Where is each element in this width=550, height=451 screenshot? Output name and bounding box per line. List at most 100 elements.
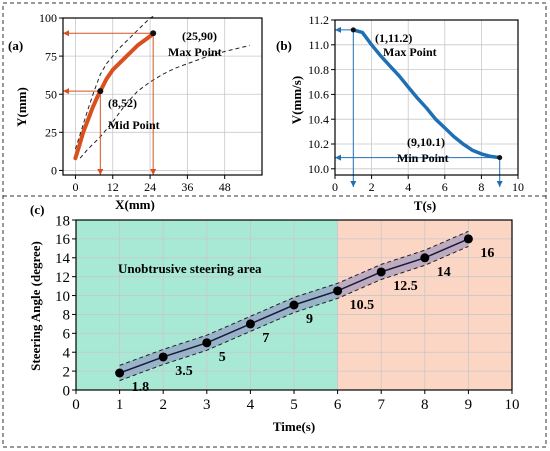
panel-b-xtick-label: 8 — [478, 180, 484, 194]
panel-a-max-label: Max Point — [168, 45, 222, 59]
panel-b-ytick-label: 11.2 — [308, 13, 329, 27]
panel-b-point — [497, 155, 503, 161]
panel-b-tag: (b) — [276, 38, 292, 53]
panel-a-ylabel: Y(mm) — [14, 87, 29, 127]
panel-c-ytick-label: 2 — [63, 364, 71, 380]
panel-a-series-line — [73, 31, 156, 161]
panel-a-max-coord: (25,90) — [182, 29, 217, 43]
panel-b-ytick-label: 10.0 — [308, 162, 329, 176]
panel-a-mid-coord: (8,52) — [108, 96, 137, 110]
panel-a-mid-label: Mid Point — [108, 118, 160, 132]
panel-a-xtick-label: 24 — [144, 180, 156, 194]
panel-c-ytick-label: 14 — [55, 251, 71, 267]
panel-b-xtick-label: 6 — [442, 180, 448, 194]
panel-c-data-label: 14 — [437, 265, 451, 280]
panel-c-ytick-label: 8 — [63, 308, 71, 324]
panel-a-plot-area — [63, 18, 262, 175]
panel-a-arrow-y — [63, 88, 69, 95]
panel-b: (b) 0 2 4 6 8 1010.010.210.410.610.811.011.2 … — [276, 13, 524, 213]
panel-c-point — [420, 253, 430, 263]
panel-c-point — [376, 267, 386, 277]
panel-a-ytick-label: 100 — [39, 11, 57, 25]
panel-b-series-line — [351, 28, 502, 160]
panel-c-data-label: 10.5 — [350, 298, 375, 313]
panel-c-ytick-label: 16 — [55, 232, 71, 248]
panel-c-xtick-label: 3 — [203, 397, 211, 413]
panel-b-ytick-label: 10.2 — [308, 137, 329, 151]
panel-b-arrow-y — [335, 154, 341, 161]
panel-a: (a) 0 12 24 36 48 0 25 50 75 100 X(mm) Y(mm) (25,… — [8, 11, 263, 212]
panel-c-xtick-label: 6 — [334, 397, 342, 413]
panel-a-ytick-label: 75 — [45, 49, 57, 63]
panel-b-xtick-label: 2 — [369, 180, 375, 194]
panel-a-plot: 0 12 24 36 48 0 25 50 75 100 — [39, 11, 263, 194]
panel-c-point — [115, 368, 125, 378]
panel-a-ytick-label: 25 — [45, 126, 57, 140]
panel-a-arrow-y — [63, 30, 69, 37]
panel-c-region-label: Unobtrusive steering area — [118, 261, 262, 276]
panel-b-arrow-x — [496, 181, 503, 187]
panel-b-min-coord: (9,10.1) — [407, 135, 445, 149]
panel-c-point — [289, 300, 299, 310]
panel-c-xtick-label: 10 — [505, 397, 520, 413]
panel-a-ytick-label: 0 — [51, 164, 57, 178]
panel-c-ytick-label: 0 — [63, 383, 71, 399]
panel-c-xtick-label: 4 — [247, 397, 255, 413]
panel-c-data-label: 7 — [262, 331, 269, 346]
panel-a-xtick-label: 0 — [72, 180, 78, 194]
panel-b-ytick-label: 11.0 — [308, 38, 329, 52]
panel-a-ytick-label: 50 — [45, 87, 57, 101]
panel-b-ytick-label: 10.4 — [308, 112, 329, 126]
panel-c-xtick-label: 7 — [377, 397, 385, 413]
panel-a-arrow-x — [150, 169, 157, 175]
panel-c-point — [463, 234, 473, 244]
panel-c-data-label: 16 — [480, 246, 494, 261]
panel-c-data-label: 5 — [219, 350, 226, 365]
panel-c-band-lower — [119, 245, 469, 382]
panel-b-xtick-label: 0 — [332, 180, 338, 194]
panel-c-ytick-label: 6 — [63, 327, 71, 343]
panel-c-xtick-label: 5 — [290, 397, 298, 413]
panel-a-xtick-label: 12 — [107, 180, 119, 194]
panel-c-point — [202, 338, 212, 348]
panel-c-ylabel: Steering Angle (degree) — [28, 241, 43, 371]
panel-c-ytick-label: 4 — [63, 345, 71, 361]
panel-c-band-upper — [119, 230, 469, 366]
panel-c-xlabel: Time(s) — [273, 419, 315, 434]
panel-c-point — [333, 286, 343, 296]
panel-a-band-lower — [79, 44, 250, 159]
panel-b-xlabel: T(s) — [414, 198, 436, 213]
panel-a-xlabel: X(mm) — [115, 197, 155, 212]
panel-a-axes-frame — [62, 17, 263, 176]
panel-b-max-coord: (1,11.2) — [375, 31, 412, 45]
panel-a-point — [150, 30, 157, 37]
panel-c-tag: (c) — [30, 202, 44, 217]
panel-b-point — [350, 27, 356, 33]
panel-c: (c) 0 1 2 3 4 5 6 7 8 9 100246810121416181.83.5579… — [28, 202, 520, 434]
panel-c-xtick-label: 1 — [116, 397, 124, 413]
panel-a-xtick-label: 36 — [181, 180, 193, 194]
panel-b-min-label: Min Point — [397, 151, 449, 165]
panel-c-xtick-label: 8 — [421, 397, 429, 413]
panel-b-ylabel: V(mm/s) — [289, 76, 304, 124]
panel-a-xtick-label: 48 — [219, 180, 231, 194]
panel-c-point — [158, 352, 168, 362]
panel-a-band-upper — [74, 16, 154, 150]
panel-b-ytick-label: 10.8 — [308, 63, 329, 77]
panel-a-arrow-x — [97, 169, 104, 175]
panel-b-ytick-label: 10.6 — [308, 88, 329, 102]
panel-a-point — [97, 88, 104, 95]
figure-frame — [2, 2, 547, 448]
panel-c-xtick-label: 9 — [465, 397, 473, 413]
panel-c-xtick-label: 0 — [72, 397, 80, 413]
panel-c-ytick-label: 10 — [55, 289, 70, 305]
panel-c-data-label: 12.5 — [393, 279, 418, 294]
panel-c-data-label: 1.8 — [132, 380, 150, 395]
panel-b-max-label: Max Point — [383, 45, 437, 59]
panel-c-ytick-label: 18 — [55, 213, 70, 229]
panel-c-ytick-label: 12 — [55, 270, 70, 286]
panel-c-plot: 0 1 2 3 4 5 6 7 8 9 100246810121416181.83.557910.5… — [55, 213, 520, 413]
panel-a-tag: (a) — [8, 38, 23, 53]
panel-b-arrow-x — [350, 181, 357, 187]
